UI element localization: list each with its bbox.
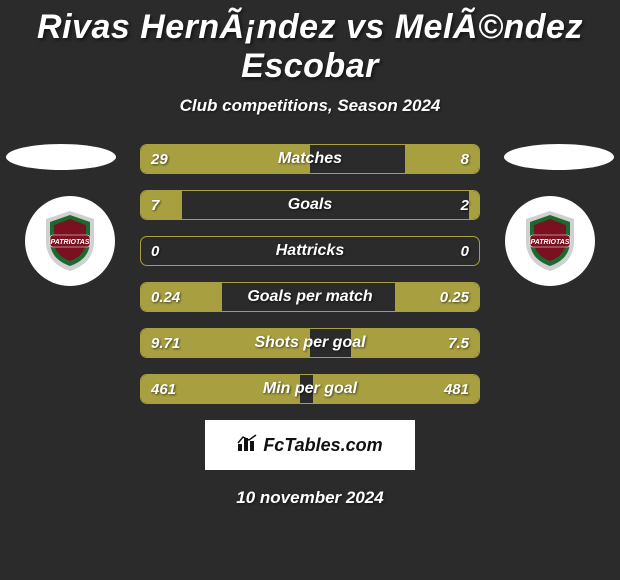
stat-row: 9.717.5Shots per goal <box>140 328 480 358</box>
stat-row: 298Matches <box>140 144 480 174</box>
stat-row: 0.240.25Goals per match <box>140 282 480 312</box>
date-text: 10 november 2024 <box>0 488 620 508</box>
stat-label: Goals <box>141 191 479 219</box>
stat-label: Matches <box>141 145 479 173</box>
brand-text: FcTables.com <box>263 435 382 456</box>
club-logo-right: PATRIOTAS <box>505 196 595 286</box>
player-badge-right <box>504 144 614 170</box>
comparison-panel: PATRIOTAS PATRIOTAS 298Matches 72Goals 00H… <box>0 144 620 508</box>
player-badge-left <box>6 144 116 170</box>
bar-chart-icon <box>237 434 259 457</box>
subtitle: Club competitions, Season 2024 <box>0 96 620 116</box>
stat-row: 72Goals <box>140 190 480 220</box>
brand-box: FcTables.com <box>205 420 415 470</box>
page-title: Rivas HernÃ¡ndez vs MelÃ©ndez Escobar <box>0 0 620 86</box>
stat-label: Min per goal <box>141 375 479 403</box>
shield-icon: PATRIOTAS <box>42 209 98 273</box>
stat-row: 00Hattricks <box>140 236 480 266</box>
svg-text:PATRIOTAS: PATRIOTAS <box>51 239 90 246</box>
club-logo-left: PATRIOTAS <box>25 196 115 286</box>
shield-icon: PATRIOTAS <box>522 209 578 273</box>
stat-row: 461481Min per goal <box>140 374 480 404</box>
stat-label: Hattricks <box>141 237 479 265</box>
svg-text:PATRIOTAS: PATRIOTAS <box>531 239 570 246</box>
stat-label: Goals per match <box>141 283 479 311</box>
stat-label: Shots per goal <box>141 329 479 357</box>
stat-rows: 298Matches 72Goals 00Hattricks 0.240.25Goal… <box>140 144 480 404</box>
